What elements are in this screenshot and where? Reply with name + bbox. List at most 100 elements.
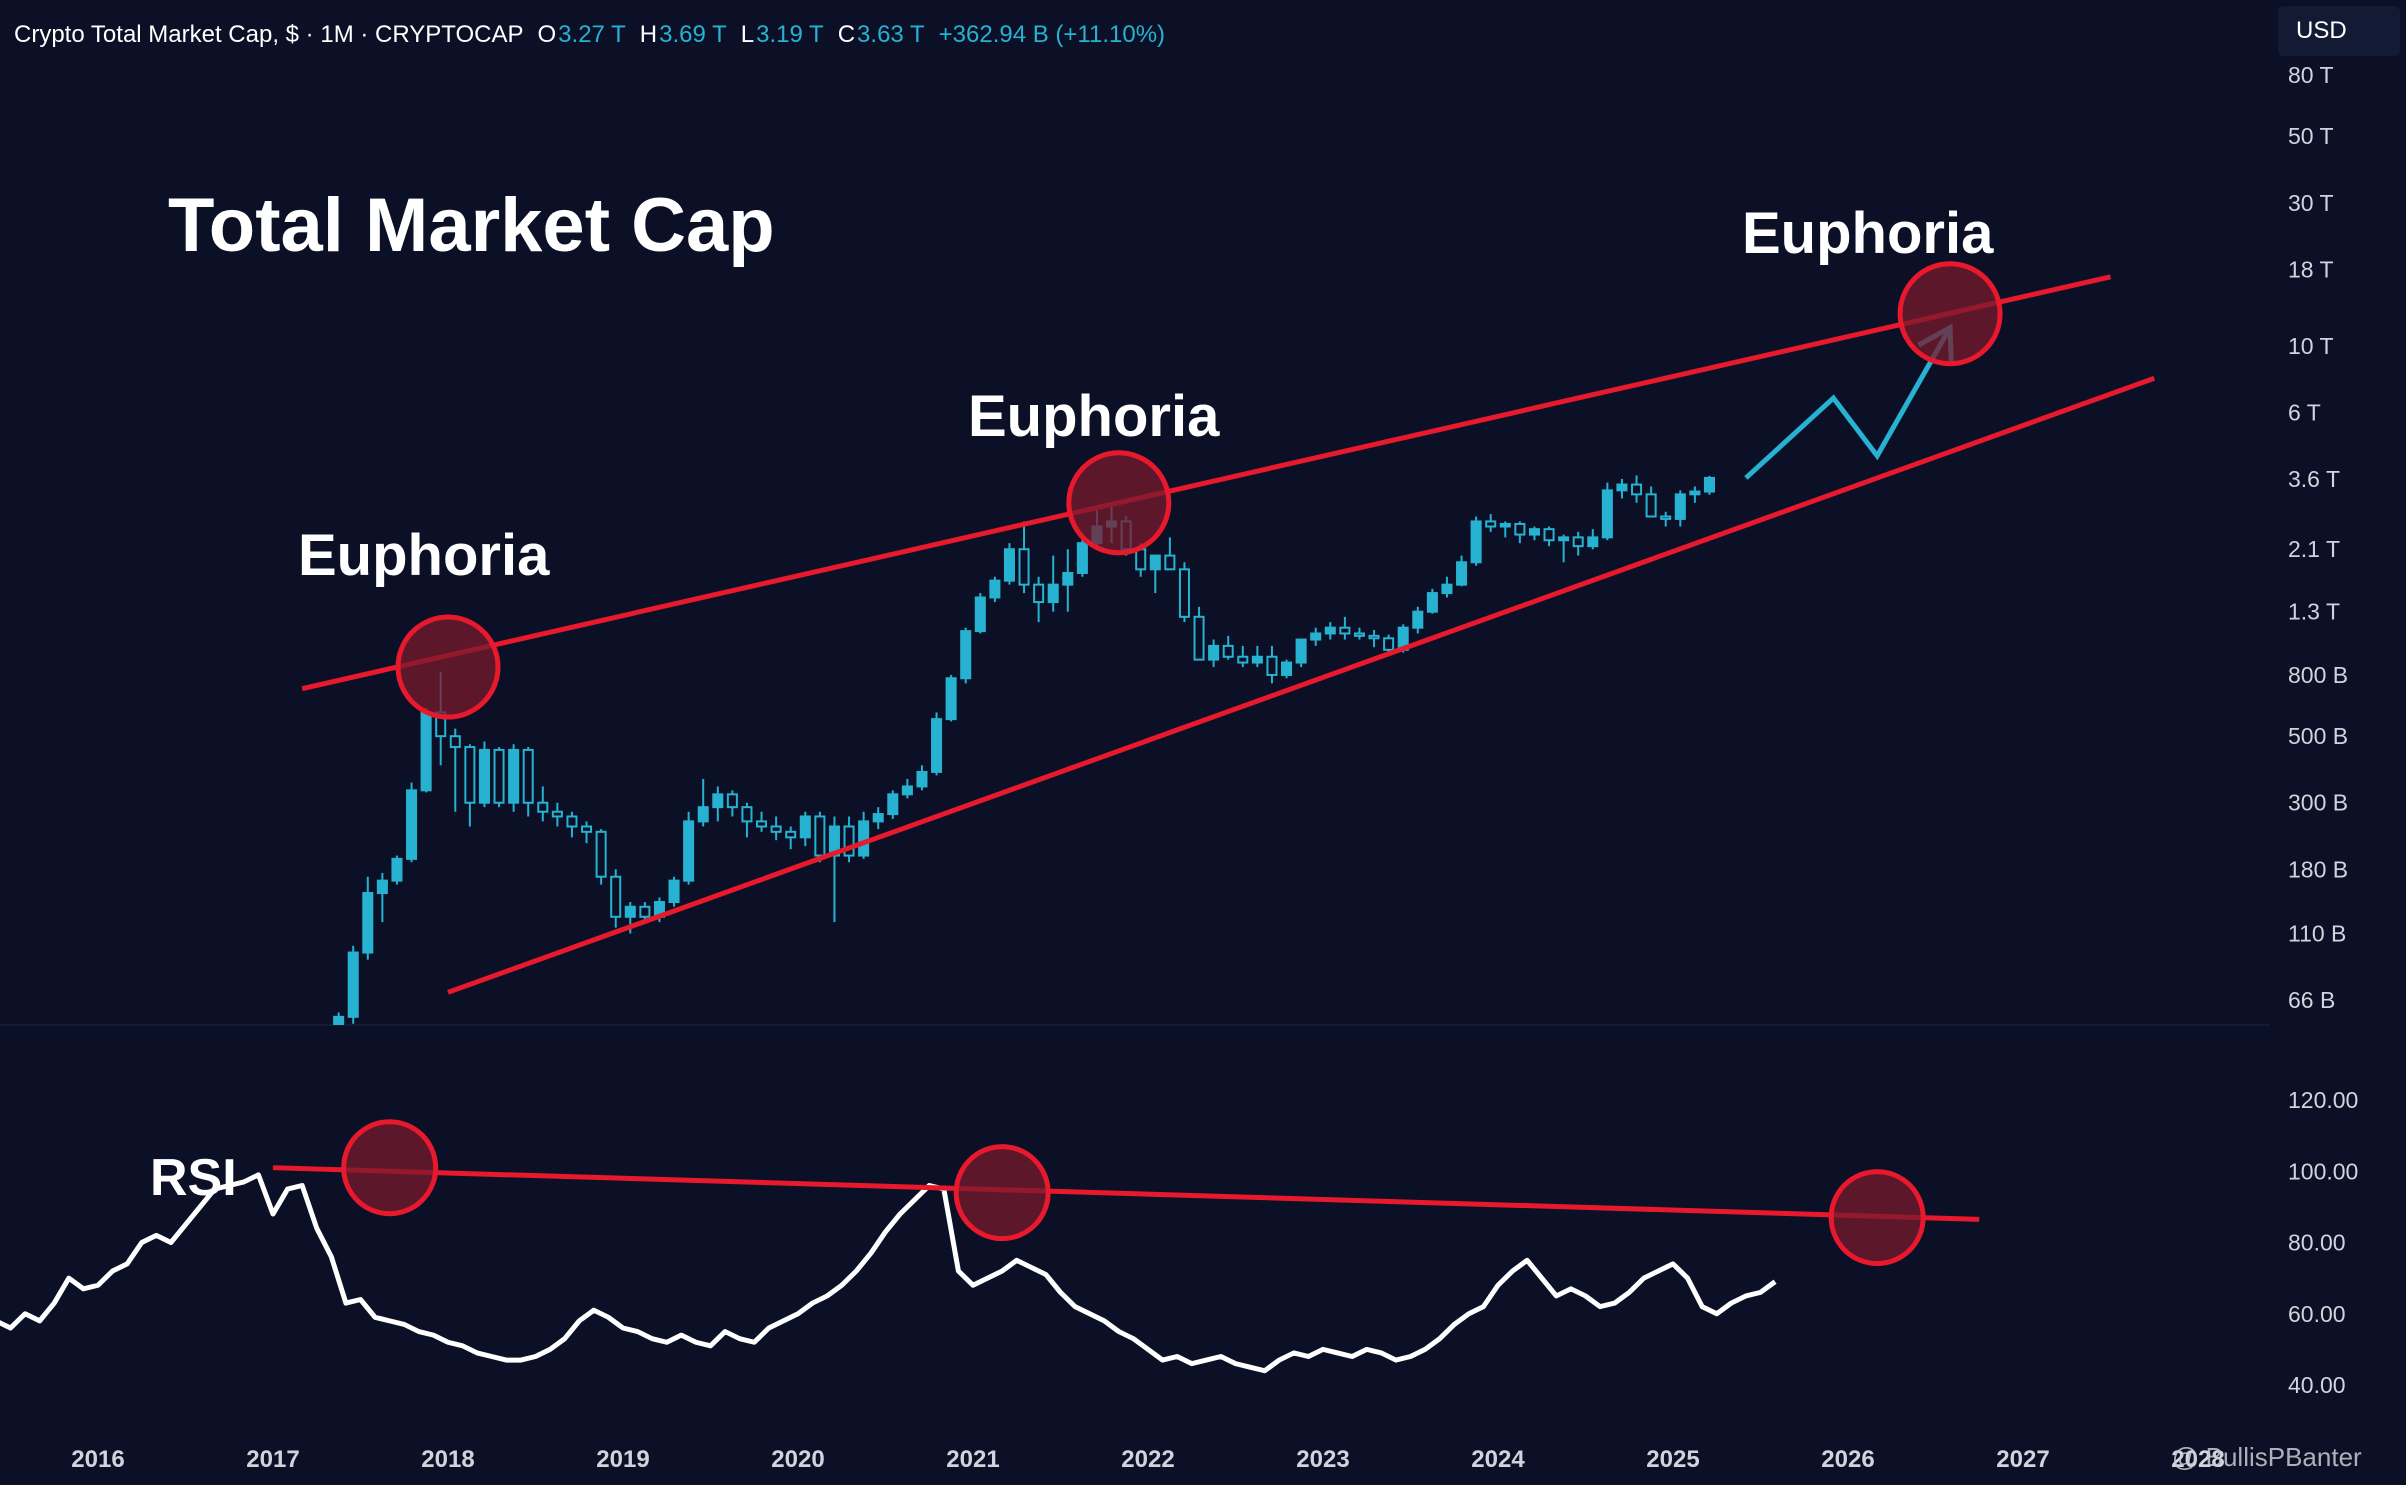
candle-body xyxy=(537,801,549,813)
candle-body xyxy=(420,711,432,792)
candle-body xyxy=(1558,536,1570,542)
price-tick-label: 6 T xyxy=(2288,399,2321,425)
candle-body xyxy=(1135,548,1147,571)
high-value: 3.69 T xyxy=(659,21,727,48)
price-tick-label: 300 B xyxy=(2288,790,2348,816)
rsi-tick-label: 120.00 xyxy=(2288,1087,2358,1113)
candle-body xyxy=(1208,644,1220,661)
watermark: @ BullisPBanter xyxy=(2172,1442,2362,1472)
candle-body xyxy=(449,735,461,749)
candle-body xyxy=(712,793,724,809)
candle-body xyxy=(1062,571,1074,586)
price-tick-label: 110 B xyxy=(2288,920,2346,946)
candle-body xyxy=(1485,520,1497,528)
candle-body xyxy=(887,793,899,816)
candle-body xyxy=(1178,568,1190,618)
candle-body xyxy=(1295,638,1307,664)
price-tick-label: 1.3 T xyxy=(2288,599,2340,625)
x-tick-label: 2019 xyxy=(596,1446,649,1473)
candle-body xyxy=(668,879,680,904)
rsi-trendline xyxy=(272,1165,1980,1222)
candle-body xyxy=(901,785,913,796)
candle-body xyxy=(726,793,738,809)
candle-body xyxy=(1353,632,1365,637)
candle-body xyxy=(1281,661,1293,676)
candle-body xyxy=(683,820,695,882)
x-tick-label: 2027 xyxy=(1996,1446,2049,1473)
candle-body xyxy=(1703,476,1715,493)
candle-body xyxy=(1528,528,1540,536)
candle-body xyxy=(1631,483,1643,496)
candle-body xyxy=(989,579,1001,599)
candle-body xyxy=(814,815,826,857)
price-tick-label: 2.1 T xyxy=(2288,536,2340,562)
candle-body xyxy=(1339,626,1351,635)
candle-body xyxy=(624,905,636,918)
candle-body xyxy=(478,748,490,804)
candle-body xyxy=(770,825,782,833)
candle-body xyxy=(931,718,943,773)
candle-body xyxy=(1412,610,1424,629)
candle-body xyxy=(1003,548,1015,582)
candle-body xyxy=(858,820,870,857)
rsi-highlight-circle xyxy=(953,1144,1051,1242)
candle-body xyxy=(522,748,534,804)
candle-body xyxy=(1193,615,1205,661)
candle-body xyxy=(406,789,418,860)
price-tick-label: 50 T xyxy=(2288,123,2334,149)
candle-body xyxy=(1514,522,1526,536)
candle-body xyxy=(376,879,388,895)
candle-body xyxy=(391,857,403,882)
candle-body xyxy=(1601,489,1613,539)
price-tick-label: 30 T xyxy=(2288,190,2334,216)
candle-body xyxy=(799,815,811,839)
lower-trendline xyxy=(447,375,2156,995)
candle-body xyxy=(741,806,753,823)
x-tick-label: 2023 xyxy=(1296,1446,1349,1473)
candle-body xyxy=(1426,592,1438,613)
candle-body xyxy=(551,810,563,818)
price-tick-label: 500 B xyxy=(2288,723,2348,749)
candle-body xyxy=(493,748,505,804)
candle-body xyxy=(1149,554,1161,571)
low-label: L xyxy=(740,21,755,48)
price-pane xyxy=(301,261,2156,1025)
x-tick-label: 2020 xyxy=(771,1446,824,1473)
currency-button[interactable]: USD xyxy=(2278,6,2400,56)
candle-body xyxy=(945,677,957,721)
close-label: C xyxy=(837,21,856,48)
candle-body xyxy=(1266,655,1278,676)
rsi-tick-label: 80.00 xyxy=(2288,1230,2346,1256)
candle-body xyxy=(1018,548,1030,586)
euphoria-circle xyxy=(1066,450,1172,556)
candle-body xyxy=(464,746,476,804)
price-tick-label: 66 B xyxy=(2288,987,2335,1013)
candle-body xyxy=(916,770,928,788)
x-tick-label: 2016 xyxy=(71,1446,124,1473)
euphoria-annotation-2017: Euphoria xyxy=(298,523,550,588)
candle-body xyxy=(1076,542,1088,574)
candle-body xyxy=(1383,637,1395,651)
x-tick-label: 2018 xyxy=(421,1446,474,1473)
euphoria-circle xyxy=(395,614,501,720)
candle-body xyxy=(581,825,593,833)
candle-body xyxy=(1470,520,1482,564)
projection-path xyxy=(1744,326,1953,480)
candle-body xyxy=(960,630,972,680)
candle-body xyxy=(1689,490,1701,496)
candle-body xyxy=(1324,626,1336,635)
change-value: +362.94 B (+11.10%) xyxy=(938,21,1166,48)
candle-body xyxy=(1222,644,1234,658)
euphoria-annotation-2021: Euphoria xyxy=(968,384,1220,449)
candle-body xyxy=(1660,515,1672,520)
candle-body xyxy=(639,905,651,918)
candle-body xyxy=(1237,655,1249,664)
x-tick-label: 2028 xyxy=(2171,1446,2224,1473)
candle-body xyxy=(1616,483,1628,492)
rsi-highlight-circle xyxy=(1828,1169,1926,1267)
candle-body xyxy=(1164,554,1176,571)
euphoria-annotation-2026: Euphoria xyxy=(1742,201,1994,266)
symbol-title: Crypto Total Market Cap, $ · 1M · CRYPTO… xyxy=(14,21,524,48)
